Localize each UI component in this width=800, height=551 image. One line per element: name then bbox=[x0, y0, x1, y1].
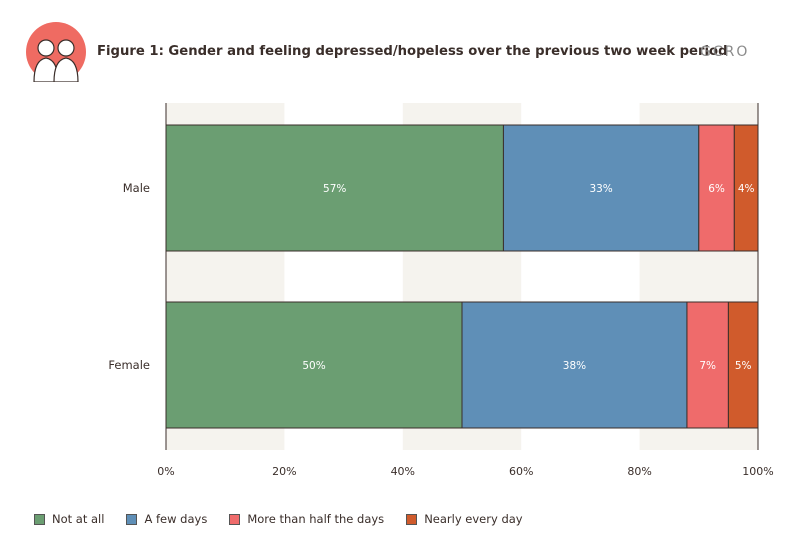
bar-segment bbox=[698, 124, 735, 252]
legend-swatch bbox=[34, 513, 45, 525]
x-tick-label: 100% bbox=[742, 465, 773, 478]
bar-segment bbox=[461, 301, 688, 429]
legend-label: Not at all bbox=[52, 512, 105, 526]
x-tick-label: 40% bbox=[391, 465, 415, 478]
people-icon bbox=[26, 22, 86, 82]
legend-item: Not at all bbox=[34, 512, 104, 526]
legend-swatch bbox=[406, 513, 418, 525]
legend-label: More than half the days bbox=[247, 512, 385, 526]
data-label: 4% bbox=[738, 183, 755, 195]
legend-item: A few days bbox=[126, 512, 207, 526]
data-label: 6% bbox=[708, 183, 725, 195]
legend: Not at all A few days More than half the d… bbox=[34, 512, 523, 526]
page-title: Figure 1: Gender and feeling depressed/h… bbox=[97, 44, 728, 59]
legend-item: More than half the days bbox=[229, 512, 384, 526]
data-label: 57% bbox=[323, 183, 346, 195]
category-label: Female bbox=[108, 358, 150, 372]
x-tick-label: 60% bbox=[509, 465, 533, 478]
bar-segment bbox=[502, 124, 700, 252]
bar-segment bbox=[733, 124, 759, 252]
legend-swatch bbox=[126, 513, 138, 525]
category-label: Male bbox=[123, 181, 150, 195]
legend-item: Nearly every day bbox=[406, 512, 523, 526]
data-label: 5% bbox=[735, 360, 752, 372]
data-label: 38% bbox=[563, 360, 586, 372]
x-tick-label: 0% bbox=[157, 465, 174, 478]
bar-segment bbox=[727, 301, 759, 429]
data-label: 50% bbox=[302, 360, 325, 372]
bar-segment bbox=[686, 301, 729, 429]
x-tick-label: 80% bbox=[627, 465, 651, 478]
x-tick-label: 20% bbox=[272, 465, 296, 478]
data-label: 33% bbox=[589, 183, 612, 195]
legend-label: A few days bbox=[144, 512, 208, 526]
header: Figure 1: Gender and feeling depressed/h… bbox=[0, 0, 800, 82]
brand-logo: GCRO bbox=[700, 44, 750, 60]
legend-swatch bbox=[229, 513, 241, 525]
bar-segment bbox=[165, 124, 504, 252]
data-label: 7% bbox=[699, 360, 716, 372]
legend-label: Nearly every day bbox=[424, 512, 523, 526]
